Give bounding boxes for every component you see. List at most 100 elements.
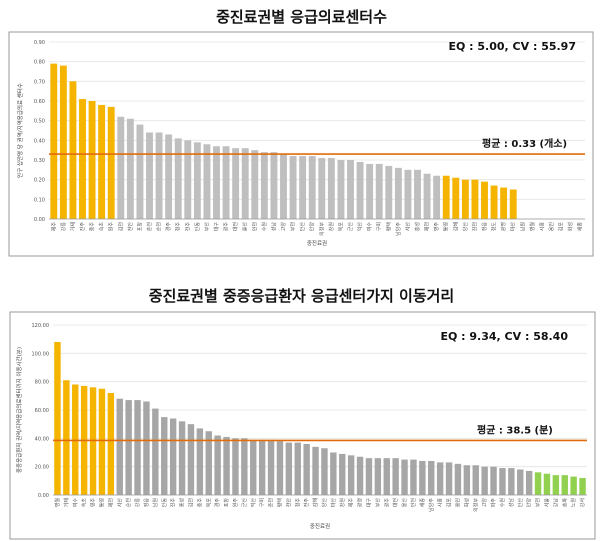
x-tick-label: 진주 (79, 222, 86, 232)
x-tick-label: 전주 (303, 498, 310, 508)
bar (461, 179, 469, 219)
x-tick-label: 서산 (404, 222, 411, 232)
x-tick-label: 용인 (454, 498, 461, 508)
bar (463, 465, 471, 495)
x-tick-label: 안동 (194, 222, 201, 232)
bar (232, 438, 239, 495)
x-tick-label: 김포 (446, 498, 453, 508)
x-tick-label: 정읍 (481, 222, 488, 232)
x-tick-label: 김해 (312, 498, 319, 508)
x-tick-label: 제천 (424, 222, 431, 232)
chart1-title: 중진료권별 응급의료센터수 (216, 8, 387, 26)
x-tick-label: 세종 (577, 222, 584, 232)
x-tick-label: 진천 (471, 222, 478, 232)
x-tick-label: 여수 (366, 222, 373, 232)
bar (222, 146, 230, 219)
bar (134, 400, 141, 495)
x-tick-label: 인천 (251, 222, 258, 232)
x-tick-label: 노원 (570, 498, 577, 508)
bar (401, 459, 408, 495)
x-tick-label: 제천 (107, 498, 114, 508)
bar (260, 152, 268, 219)
bar (107, 393, 115, 495)
bar (330, 452, 337, 495)
bar (436, 462, 444, 495)
y-tick-label: 0.90 (34, 40, 45, 46)
y-tick-label: 0.40 (34, 138, 45, 144)
x-tick-label: 영주 (433, 222, 440, 232)
x-tick-label: 익산 (250, 498, 257, 508)
bar (499, 468, 506, 495)
x-tick-label: 부천 (535, 498, 542, 508)
x-tick-label: 원주 (108, 222, 115, 232)
x-tick-label: 광명 (357, 498, 364, 507)
chart2: 0.00 20.00 40.00 60.00 80.00 100.00 120.00 중증응급… (9, 311, 596, 540)
y-tick-label: 20.00 (35, 465, 49, 471)
bar (337, 160, 345, 219)
x-axis-label: 중진료권 (310, 522, 330, 530)
x-tick-label: 홍성 (414, 222, 421, 231)
bar (552, 475, 560, 495)
bar (50, 63, 58, 220)
bar (579, 478, 586, 495)
bar (442, 175, 450, 219)
x-tick-label: 충주 (196, 498, 203, 508)
x-tick-label: 구미 (376, 222, 383, 231)
x-tick-label: 목포 (206, 498, 212, 508)
bar (107, 106, 115, 219)
x-tick-label: 부천 (290, 222, 297, 232)
x-tick-label: 목포 (338, 222, 344, 232)
bar (165, 134, 173, 219)
x-tick-label: 광주 (223, 222, 230, 232)
bar (270, 152, 278, 219)
x-tick-label: 강서 (579, 498, 586, 507)
x-tick-label: 구미 (259, 498, 266, 507)
bar (69, 81, 77, 219)
x-tick-label: 강릉 (60, 222, 67, 232)
bar (525, 470, 533, 495)
x-tick-label: 마산 (510, 222, 517, 232)
x-tick-label: 남원 (519, 222, 526, 232)
chart2-title: 중진료권별 중증응급환자 응급센터가지 이동거리 (148, 287, 455, 305)
x-tick-label: 용인 (548, 222, 555, 232)
x-tick-label: 수원 (261, 222, 268, 232)
x-tick-label: 거제 (69, 222, 76, 232)
x-tick-label: 창원 (328, 222, 335, 232)
x-tick-label: 안양 (526, 498, 533, 508)
bar (414, 169, 421, 219)
x-tick-label: 속초 (98, 222, 105, 232)
x-tick-label: 제주 (50, 222, 57, 232)
bar (299, 156, 307, 219)
x-tick-label: 성남 (508, 498, 515, 508)
bar (251, 150, 259, 219)
bar (143, 401, 150, 495)
x-tick-label: 춘천 (268, 498, 275, 508)
bar (385, 165, 393, 219)
x-tick-label: 고양 (280, 222, 287, 232)
x-tick-label: 통영 (443, 222, 450, 231)
x-tick-label: 인천 (410, 498, 417, 508)
x-tick-label: 창원 (339, 498, 346, 508)
bar (184, 140, 192, 219)
bar (223, 436, 230, 495)
bar (490, 185, 498, 219)
eq-cv-annotation: EQ : 5.00, CV : 55.97 (448, 40, 576, 53)
x-tick-label: 양산 (321, 498, 328, 508)
y-axis-label: 인구 십만명 당 권역/지역응급의료 센터수 (16, 83, 24, 178)
bar (471, 179, 479, 219)
x-tick-label: 영월 (529, 222, 536, 232)
x-tick-label: 남원 (152, 498, 159, 508)
bar (433, 175, 441, 219)
bar (232, 148, 240, 219)
bar (570, 476, 577, 495)
bar (241, 148, 249, 219)
bar (59, 65, 67, 219)
y-tick-label: 0.00 (34, 217, 45, 223)
bar (294, 442, 301, 495)
y-axis-label: 중증응급환자 권역/지역응급의료센터까지 이동시간(분) (15, 347, 23, 473)
x-tick-label: 평택 (276, 498, 283, 508)
x-tick-label: 강남 (552, 498, 559, 508)
x-tick-label: 세종 (419, 498, 426, 508)
y-tick-label: 0.20 (34, 178, 45, 184)
x-tick-label: 고양 (481, 498, 488, 508)
